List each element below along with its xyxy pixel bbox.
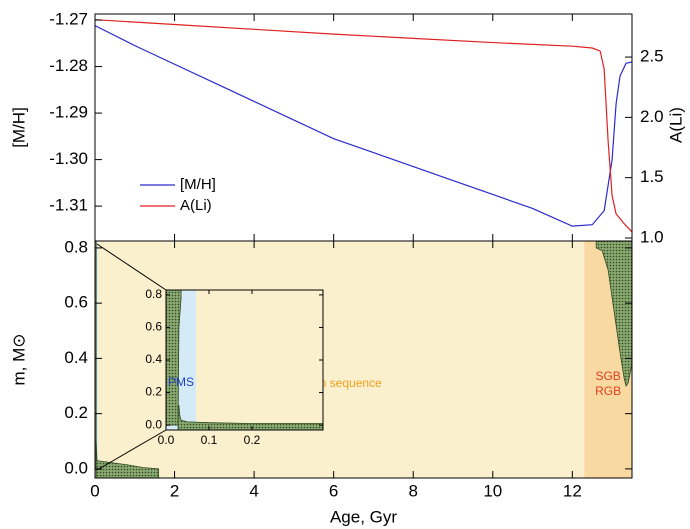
x-tick-label: 0.2 xyxy=(244,433,261,447)
legend-label: [M/H] xyxy=(180,176,216,193)
x-tick-label: 0.1 xyxy=(201,433,218,447)
y-tick-label: 0.6 xyxy=(64,293,88,312)
line xyxy=(94,25,633,227)
x-tick-label: 6 xyxy=(329,481,338,500)
x-tick-label: 8 xyxy=(408,481,417,500)
x-tick-label: 12 xyxy=(563,481,582,500)
y-axis-label: [M/H] xyxy=(9,107,28,148)
x-tick-label: 2 xyxy=(170,481,179,500)
y-tick-label: -1.28 xyxy=(49,56,88,75)
x-axis-label: Age, Gyr xyxy=(330,507,397,526)
legend-label: A(Li) xyxy=(180,197,212,214)
y-tick-label: 0.8 xyxy=(64,237,88,256)
zoom-line xyxy=(96,243,167,291)
y2-axis-label: A(Li) xyxy=(666,107,685,143)
y-tick-label: 0.0 xyxy=(145,417,162,431)
plot-frame xyxy=(94,240,633,479)
y-tick-label: 0.8 xyxy=(145,287,162,301)
y-tick-label: 0.2 xyxy=(64,403,88,422)
y-tick-label: -1.29 xyxy=(49,103,88,122)
x-tick-label: 4 xyxy=(249,481,258,500)
y2-tick-label: 2.5 xyxy=(640,47,664,66)
phase-region xyxy=(196,290,323,430)
zoom-line xyxy=(96,429,167,471)
y-tick-label: 0.4 xyxy=(145,352,162,366)
y-tick-label: 0.6 xyxy=(145,320,162,334)
y-tick-label: -1.30 xyxy=(49,149,88,168)
x-tick-label: 10 xyxy=(483,481,502,500)
region-label: RGB xyxy=(595,384,621,398)
y-axis-label: m, M⊙ xyxy=(9,333,28,385)
x-tick-label: 0 xyxy=(90,481,99,500)
y-tick-label: 0.2 xyxy=(145,385,162,399)
convective-zone xyxy=(95,441,160,479)
plot-frame xyxy=(94,13,633,242)
y-tick-label: 0.0 xyxy=(64,458,88,477)
region-label: PMS xyxy=(168,375,194,389)
y2-tick-label: 1.0 xyxy=(640,227,664,246)
y-tick-label: -1.27 xyxy=(49,10,88,29)
line xyxy=(94,19,633,233)
y2-tick-label: 2.0 xyxy=(640,107,664,126)
y-tick-label: -1.31 xyxy=(49,196,88,215)
y-tick-label: 0.4 xyxy=(64,348,88,367)
y2-tick-label: 1.5 xyxy=(640,167,664,186)
region-label: SGB xyxy=(595,369,620,383)
x-tick-label: 0.0 xyxy=(158,433,175,447)
